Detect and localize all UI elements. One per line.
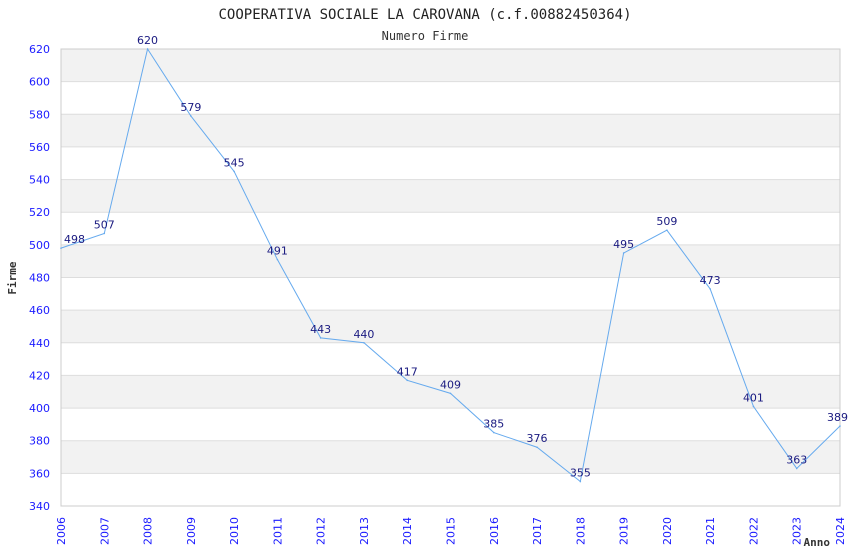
x-tick-label: 2012 [315,517,328,545]
data-point [190,115,192,117]
y-tick-label: 500 [29,239,50,252]
data-point [622,252,625,254]
x-tick-label: 2009 [185,517,198,545]
x-tick-label: 2017 [531,517,544,545]
data-label: 545 [224,156,245,169]
data-point [60,247,62,249]
chart-title: COOPERATIVA SOCIALE LA CAROVANA (c.f.008… [218,7,631,23]
data-point [103,232,106,235]
data-label: 579 [180,101,201,114]
y-tick-label: 560 [29,141,50,154]
data-point [363,341,365,344]
data-label: 409 [440,378,461,391]
grid-band [61,310,840,343]
plot-frame [60,48,841,507]
y-tick-label: 440 [29,337,50,350]
data-label: 473 [700,274,721,287]
y-tick-label: 360 [29,467,50,480]
x-tick-label: 2020 [661,517,674,545]
grid-band [61,114,840,147]
y-tick-label: 600 [29,76,50,89]
y-tick-label: 580 [29,108,50,121]
data-label: 376 [527,432,548,445]
grid-band [61,440,840,474]
y-axis-label: Firme [6,261,19,294]
x-tick-label: 2013 [358,517,371,545]
x-tick-label: 2018 [574,517,587,545]
y-tick-label: 420 [29,369,50,382]
data-label: 355 [570,467,591,480]
x-tick-label: 2015 [445,517,458,545]
x-tick-label: 2016 [488,517,501,545]
data-label: 363 [786,453,807,466]
y-tick-label: 400 [29,402,50,415]
x-tick-label: 2023 [791,517,804,545]
data-point [839,425,841,427]
data-point [795,467,798,470]
x-tick-label: 2024 [834,517,847,545]
data-label: 498 [64,233,85,246]
x-axis-label: Anno [804,536,831,549]
x-tick-label: 2007 [98,517,111,545]
y-tick-label: 340 [29,500,50,513]
y-tick-label: 380 [29,435,50,448]
data-point [492,431,495,434]
x-tick-label: 2019 [618,517,631,545]
data-point [579,480,582,483]
data-label: 443 [310,323,331,336]
grid-band [61,244,840,278]
data-point [666,229,668,231]
data-label: 389 [827,411,848,424]
data-point [319,337,322,339]
y-tick-label: 460 [29,304,50,317]
data-point [449,392,452,395]
data-label: 417 [397,365,418,378]
grid-band [61,179,840,213]
y-tick-label: 540 [29,174,50,187]
data-label: 620 [137,34,158,47]
data-point [536,446,538,449]
data-point [276,258,279,261]
y-tick-label: 520 [29,206,50,219]
x-tick-label: 2011 [271,517,284,545]
x-tick-label: 2008 [142,517,155,545]
y-tick-label: 620 [29,43,50,56]
x-tick-label: 2014 [401,517,414,545]
data-point [146,48,149,50]
x-tick-label: 2010 [228,517,241,545]
x-tick-label: 2006 [55,517,68,545]
data-label: 385 [483,418,504,431]
data-label: 401 [743,391,764,404]
data-label: 495 [613,238,634,251]
chart-subtitle: Numero Firme [382,29,469,43]
data-point [406,379,409,382]
grid-band [61,49,840,82]
data-point [709,288,711,290]
x-tick-label: 2021 [704,517,717,545]
data-point [233,170,235,173]
data-point [752,405,755,408]
data-label: 509 [656,215,677,228]
data-label: 507 [94,218,115,231]
data-label: 440 [353,328,374,341]
data-label: 491 [267,245,288,258]
y-tick-label: 480 [29,272,50,285]
x-tick-label: 2022 [747,517,760,545]
grid-band [61,375,840,409]
